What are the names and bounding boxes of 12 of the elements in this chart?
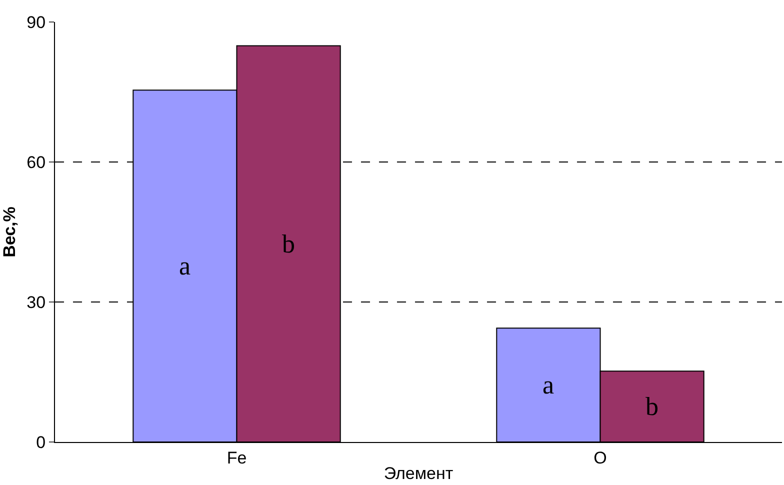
y-tick-label: 30 xyxy=(26,292,46,312)
x-tick-label: Fe xyxy=(226,448,247,468)
y-tick-label: 90 xyxy=(26,12,46,32)
y-tick-label: 0 xyxy=(36,432,46,452)
series-label: b xyxy=(646,392,659,422)
text: a xyxy=(178,252,190,281)
x-axis-title: Элемент xyxy=(384,464,454,483)
y-axis-title: Вес,% xyxy=(0,206,19,258)
series-label: a xyxy=(542,370,554,400)
x-tick-label: O xyxy=(594,448,607,468)
y-tick-label: 60 xyxy=(26,152,46,172)
text: b xyxy=(282,229,296,258)
